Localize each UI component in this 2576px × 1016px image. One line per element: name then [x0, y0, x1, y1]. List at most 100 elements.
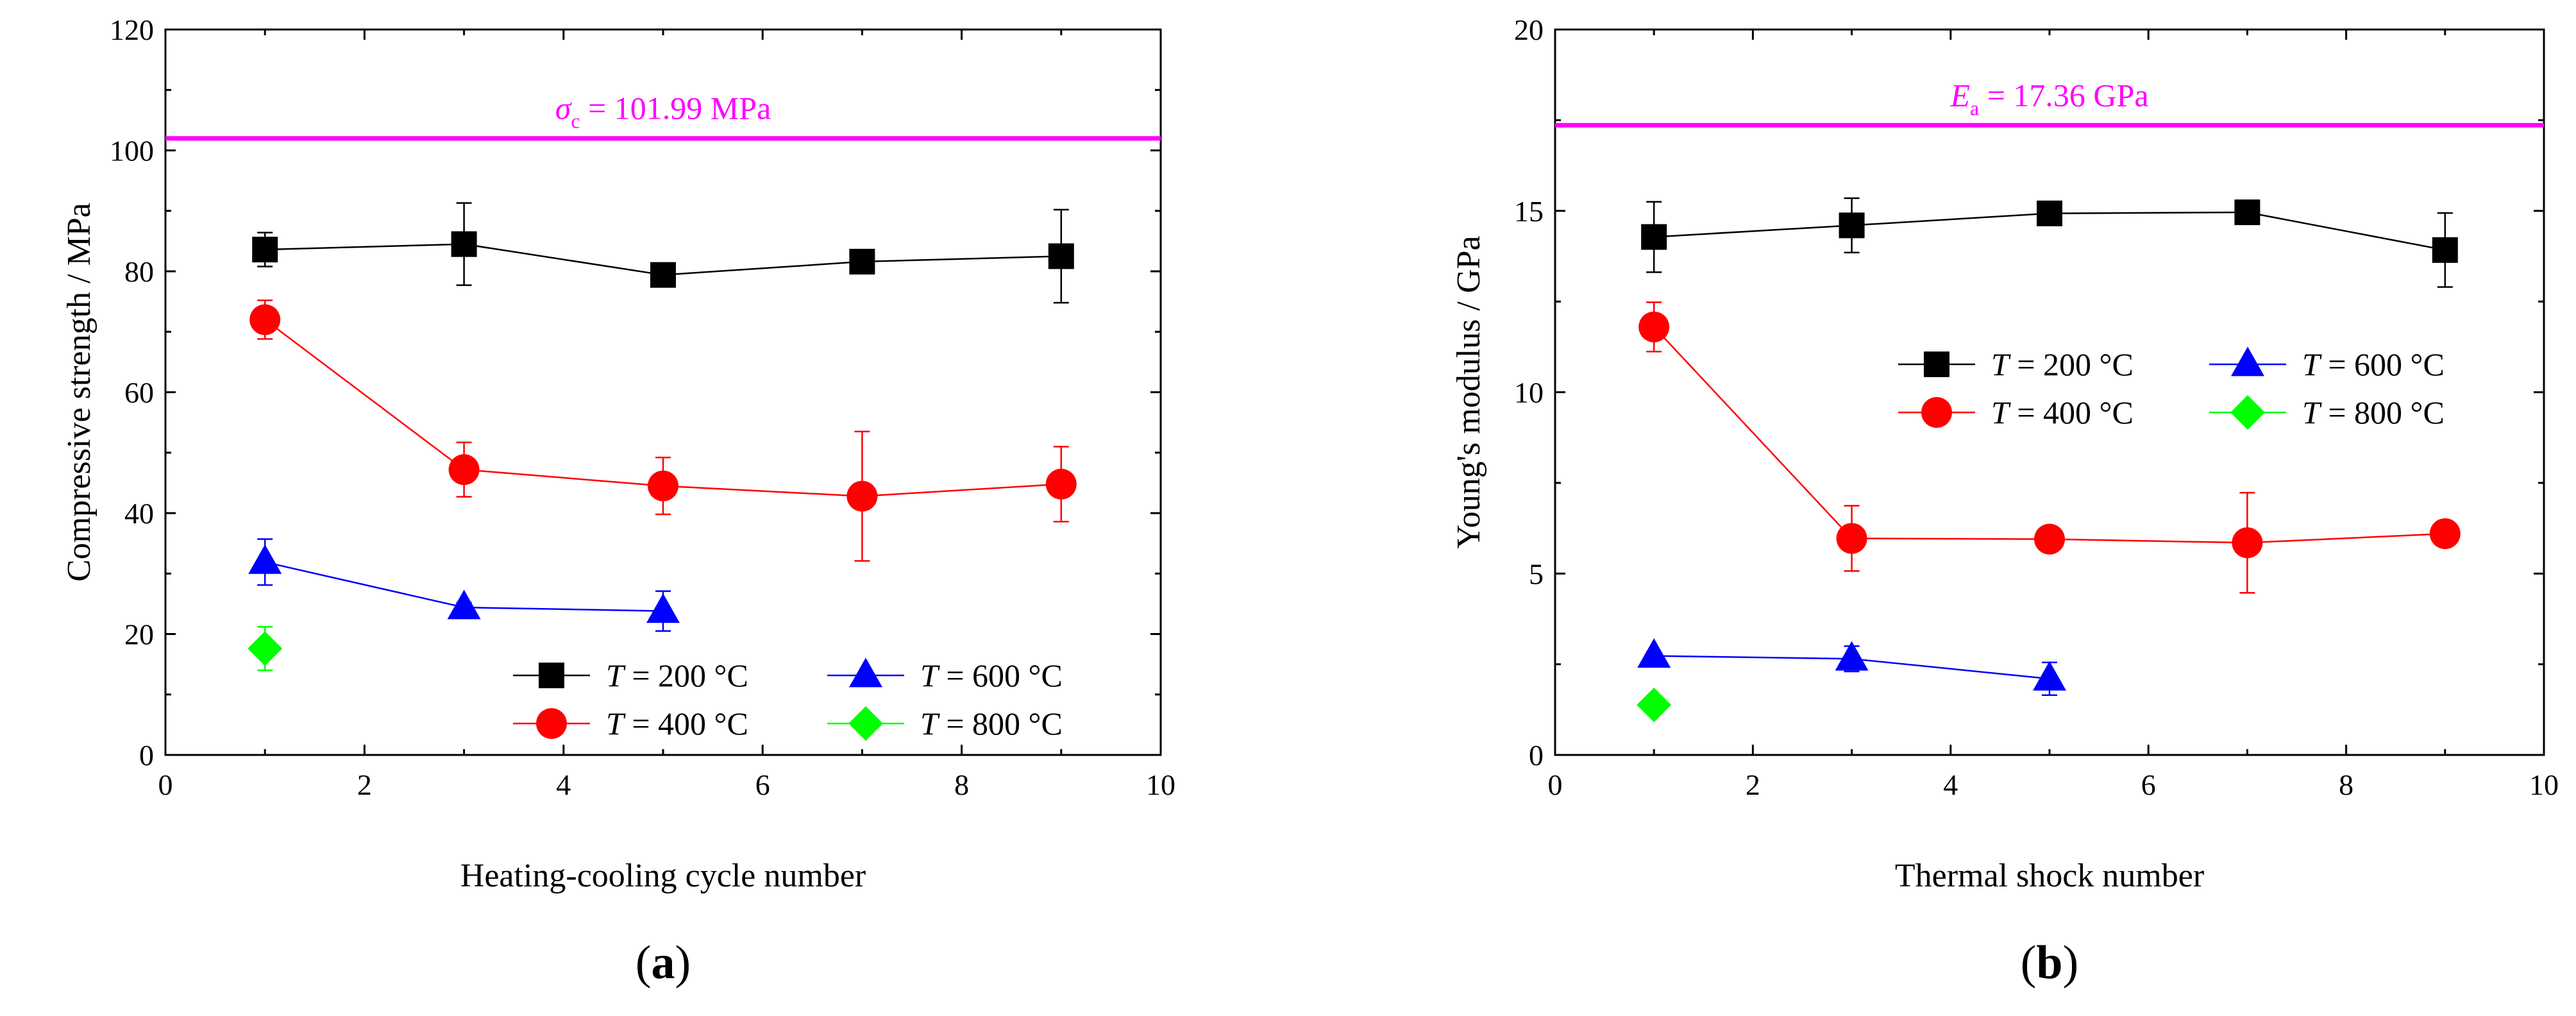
legend-name: = 600 °C: [938, 657, 1063, 693]
legend-entry: T = 400 °C: [513, 706, 748, 741]
series-2: [248, 538, 680, 632]
legend-var: T: [920, 706, 940, 741]
data-point: [2432, 237, 2458, 263]
reference-symbol: σ: [555, 90, 573, 126]
x-axis-label: Heating-cooling cycle number: [460, 858, 866, 894]
data-point: [1637, 687, 1672, 722]
x-tick-label: 0: [1548, 768, 1563, 801]
reference-value: = 17.36 GPa: [1979, 77, 2148, 113]
data-point: [1048, 243, 1074, 269]
panel-paren-open: (: [2021, 936, 2037, 989]
legend-name: = 400 °C: [2009, 394, 2134, 430]
legend-marker: [2231, 346, 2264, 377]
y-axis-label: Young's modulus / GPa: [1451, 235, 1487, 548]
legend-name: = 800 °C: [938, 706, 1063, 741]
legend-label: T = 600 °C: [2302, 346, 2445, 382]
y-tick-label: 5: [1529, 557, 1544, 590]
plot-frame: [1554, 28, 2545, 756]
panel-paren-close: ): [675, 936, 691, 989]
data-point: [648, 470, 678, 502]
legend: T = 200 °CT = 400 °CT = 600 °CT = 800 °C: [1898, 346, 2445, 430]
legend-entry: T = 200 °C: [1898, 346, 2134, 382]
legend-var: T: [606, 657, 626, 693]
data-point: [1637, 638, 1671, 668]
data-point: [2234, 199, 2260, 226]
data-point: [1641, 224, 1667, 250]
data-point: [1638, 311, 1670, 343]
data-point: [447, 589, 481, 620]
series-3: [1637, 687, 1672, 722]
legend-label: T = 200 °C: [606, 657, 748, 693]
series-0: [1641, 197, 2458, 288]
legend-var: T: [2302, 394, 2322, 430]
panel-label: (b): [2021, 936, 2078, 989]
legend-var: T: [606, 706, 626, 741]
x-tick-label: 10: [2529, 768, 2559, 801]
legend: T = 200 °CT = 400 °CT = 600 °CT = 800 °C: [513, 657, 1063, 741]
x-axis-label: Thermal shock number: [1895, 858, 2204, 894]
legend-label: T = 200 °C: [1991, 346, 2134, 382]
data-point: [2037, 200, 2062, 226]
x-tick-label: 2: [357, 768, 372, 801]
legend-var: T: [2302, 346, 2322, 382]
legend-label: T = 800 °C: [920, 706, 1063, 741]
x-tick-label: 0: [158, 768, 173, 801]
legend-name: = 200 °C: [2009, 346, 2134, 382]
legend-entry: T = 600 °C: [827, 657, 1063, 693]
legend-entry: T = 400 °C: [1898, 394, 2134, 430]
data-point: [448, 454, 480, 486]
legend-name: = 200 °C: [624, 657, 748, 693]
data-point: [1045, 468, 1077, 500]
legend-entry: T = 200 °C: [513, 657, 748, 693]
legend-marker: [539, 663, 564, 688]
x-tick-label: 6: [755, 768, 770, 801]
legend-var: T: [1991, 346, 2011, 382]
legend-marker: [848, 706, 883, 741]
legend-label: T = 800 °C: [2302, 394, 2445, 430]
y-tick-label: 0: [1529, 739, 1544, 772]
x-tick-label: 2: [1746, 768, 1760, 801]
data-point: [646, 593, 680, 623]
x-tick-label: 4: [556, 768, 571, 801]
series-3: [248, 625, 283, 672]
series-1: [1638, 301, 2461, 594]
data-point: [650, 262, 676, 288]
y-tick-label: 10: [1514, 377, 1544, 409]
data-point: [846, 480, 878, 512]
panel-paren-close: ): [2063, 936, 2079, 989]
y-tick-label: 120: [110, 13, 154, 46]
y-axis-label: Compressive strength / MPa: [61, 203, 97, 582]
legend-marker: [2230, 395, 2265, 430]
data-point: [2033, 661, 2066, 691]
data-point: [2232, 527, 2263, 559]
legend-entry: T = 600 °C: [2209, 346, 2445, 382]
legend-name: = 600 °C: [2320, 346, 2445, 382]
data-point: [2034, 523, 2065, 555]
legend-entry: T = 800 °C: [2209, 394, 2445, 430]
y-tick-label: 40: [124, 497, 154, 530]
reference-subscript: a: [1970, 96, 1979, 119]
data-point: [1835, 641, 1869, 671]
y-tick-label: 100: [110, 135, 154, 167]
x-tick-label: 4: [1943, 768, 1958, 801]
data-point: [1836, 523, 1867, 554]
legend-marker: [536, 708, 567, 739]
legend-label: T = 400 °C: [606, 706, 748, 741]
legend-label: T = 600 °C: [920, 657, 1063, 693]
data-point: [248, 631, 283, 666]
chart-panel-b: 0 2 4 6 8 10 0 5 10 15 20 Thermal shock number Young…: [1451, 13, 2559, 989]
y-tick-label: 80: [124, 255, 154, 288]
reference-line-label: Ea = 17.36 GPa: [1949, 77, 2148, 119]
legend-marker: [1921, 397, 1952, 428]
x-tick-label: 8: [954, 768, 969, 801]
y-tick-label: 0: [139, 739, 154, 772]
legend-marker: [849, 657, 882, 688]
x-tick-label: 6: [2141, 768, 2156, 801]
legend-var: T: [1991, 394, 2011, 430]
panel-paren-open: (: [636, 936, 652, 989]
data-point: [2429, 518, 2461, 550]
series-0: [252, 202, 1074, 304]
series-1: [249, 299, 1077, 562]
